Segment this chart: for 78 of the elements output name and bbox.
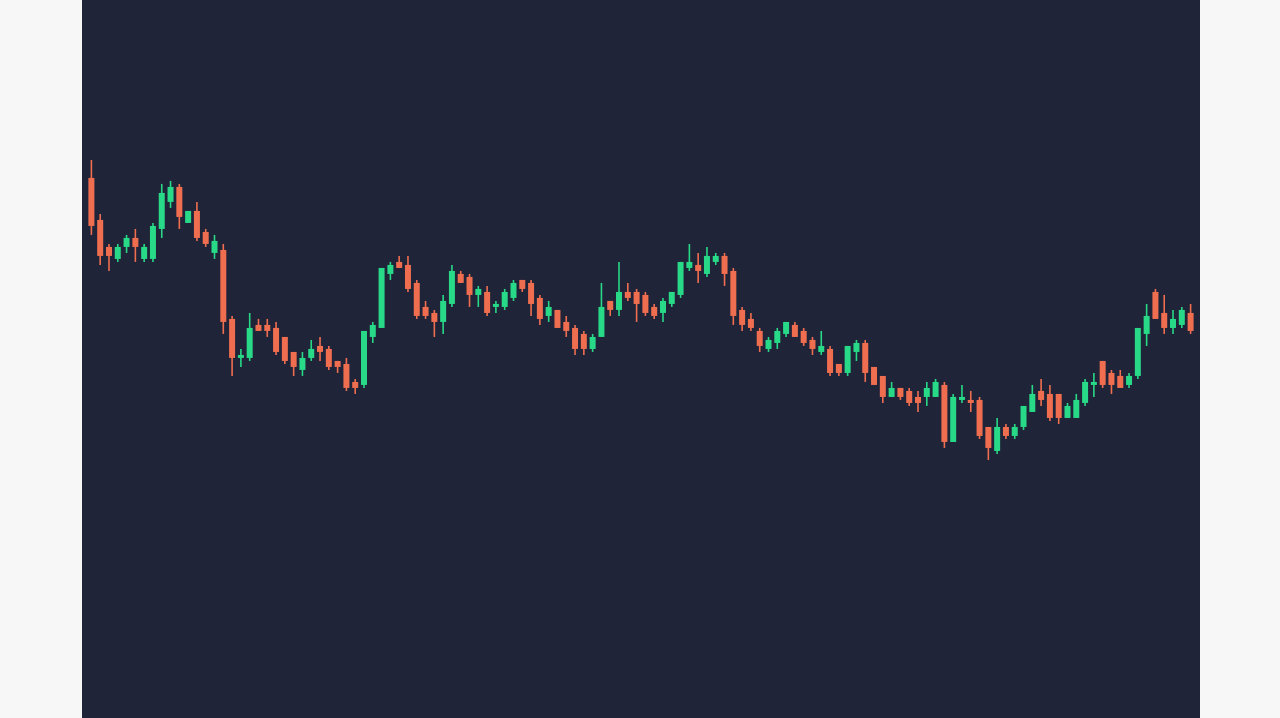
candlestick [237, 348, 244, 368]
candlestick [105, 243, 112, 272]
candlestick [308, 339, 315, 362]
candlestick [572, 324, 579, 356]
candlestick [273, 321, 280, 356]
candlestick [659, 297, 666, 323]
candlestick [809, 336, 816, 356]
candlestick [932, 378, 939, 398]
candlestick [492, 300, 499, 314]
candlestick [703, 246, 710, 278]
candlestick [633, 288, 640, 323]
candlestick [167, 180, 174, 209]
candlestick [923, 381, 930, 407]
candlestick [141, 243, 148, 263]
candlestick [431, 309, 438, 338]
candlestick [642, 291, 649, 317]
candlestick [114, 243, 121, 263]
candlestick [616, 261, 623, 317]
candlestick [132, 228, 139, 263]
candlestick [695, 252, 702, 284]
candlestick [1090, 372, 1097, 398]
candlestick [369, 321, 376, 344]
candlestick [1073, 393, 1080, 419]
candlestick [1170, 309, 1177, 335]
candlestick [484, 285, 491, 317]
candlestick [387, 261, 394, 281]
candlestick [264, 318, 271, 338]
candlestick [1143, 303, 1150, 347]
candlestick [985, 426, 992, 461]
candlestick [1099, 360, 1106, 389]
candlestick [1108, 369, 1115, 395]
candlestick [501, 288, 508, 311]
candlestick [827, 345, 834, 377]
candlestick [958, 384, 965, 404]
candlestick [440, 294, 447, 335]
candlestick [721, 252, 728, 287]
candlestick [422, 300, 429, 320]
candlestick [536, 294, 543, 326]
candlestick [879, 375, 886, 404]
candlestick [299, 351, 306, 377]
candlestick [915, 390, 921, 413]
candlestick [404, 255, 411, 293]
candlestick [466, 273, 473, 308]
candlestick [317, 336, 324, 362]
candlestick [853, 339, 860, 362]
candlestick [528, 279, 535, 317]
candlestick [290, 351, 297, 377]
candlestick [123, 234, 130, 254]
candlestick [343, 357, 350, 392]
candlestick [202, 228, 209, 248]
candlestick [1117, 369, 1124, 389]
candlestick [1029, 384, 1036, 413]
candlestick [281, 336, 288, 365]
candlestick [756, 327, 763, 353]
candlestick [211, 234, 218, 260]
candlestick [967, 390, 974, 413]
candlestick [1161, 294, 1168, 335]
candlestick [1020, 405, 1027, 431]
candlestick [589, 333, 596, 353]
candlestick [774, 327, 781, 350]
candlestick [800, 327, 807, 347]
candlestick [545, 300, 552, 323]
candlestick [1038, 378, 1045, 407]
candlestick [510, 279, 517, 302]
candlestick [325, 345, 332, 371]
candlestick [686, 243, 693, 272]
candlestick [994, 417, 1001, 455]
candlestick [1082, 378, 1089, 407]
candlestick [1187, 303, 1194, 335]
candlestick [580, 330, 587, 356]
candlestick [739, 306, 746, 332]
candlestick [624, 282, 631, 302]
candlestick [1178, 306, 1185, 329]
candlestick [747, 312, 754, 332]
candlestick [906, 387, 913, 407]
candlestick [818, 330, 825, 356]
candlestick [563, 315, 570, 338]
candlestick [475, 285, 482, 308]
